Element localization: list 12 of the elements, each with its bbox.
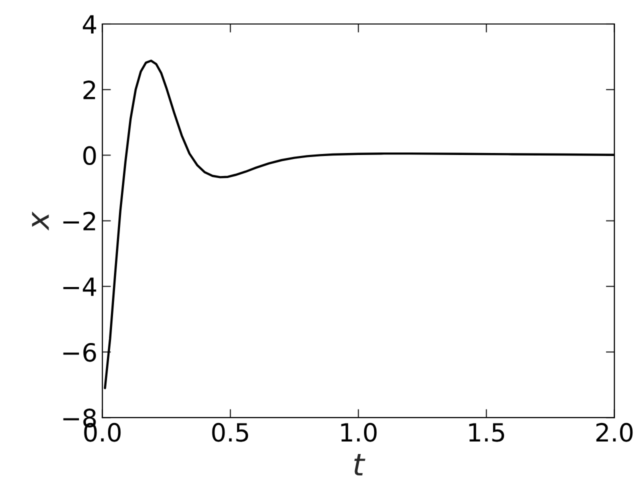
y-axis-title: x xyxy=(32,212,49,231)
y-tick-label: 0 xyxy=(83,146,96,166)
y-tick-label: −6 xyxy=(63,342,96,362)
y-tick-label: 2 xyxy=(83,80,96,100)
x-tick-label: 0.5 xyxy=(212,422,248,442)
y-tick-label: −4 xyxy=(63,278,96,296)
x-tick-label: 1.5 xyxy=(469,423,504,442)
x-tick-label: 2.0 xyxy=(596,422,633,442)
y-tick-label: −2 xyxy=(63,212,96,230)
x-tick-label: 1.0 xyxy=(341,422,377,442)
y-tick-label: 4 xyxy=(82,15,96,34)
x-axis-title: t xyxy=(354,454,366,476)
